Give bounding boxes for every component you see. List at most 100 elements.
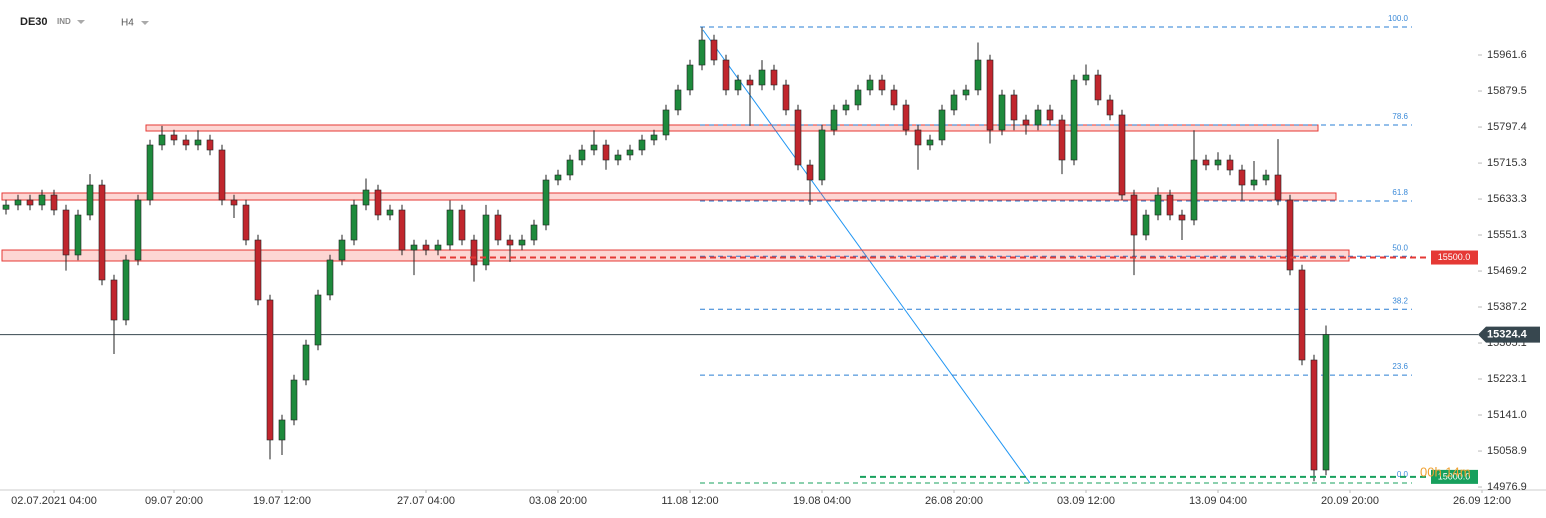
fib-label: 0.0 [1397, 470, 1409, 479]
candle-body [134, 199, 142, 261]
candle-body [458, 209, 466, 241]
candle-body [986, 59, 994, 131]
candle-body [998, 94, 1006, 131]
x-tick-label: 20.09 20:00 [1321, 495, 1379, 507]
level-label: 15000.0 [1438, 471, 1471, 481]
candle-body [350, 204, 358, 241]
candle-body [1082, 74, 1090, 81]
candle-body [902, 104, 910, 131]
x-tick-label: 26.09 12:00 [1453, 495, 1511, 507]
candle-body [854, 89, 862, 106]
candle-body [758, 69, 766, 86]
candle-body [254, 239, 262, 301]
candle-body [746, 79, 754, 86]
market: IND [57, 17, 71, 26]
candle-body [446, 209, 454, 246]
candle-body [722, 59, 730, 91]
dropdown-arrow[interactable] [141, 21, 149, 25]
candle-body [794, 109, 802, 166]
fib-label: 61.8 [1392, 188, 1408, 197]
candle-body [158, 134, 166, 146]
candle-body [554, 174, 562, 181]
candle-body [710, 39, 718, 61]
fib-label: 50.0 [1392, 243, 1408, 252]
y-tick-label: 15469.2 [1487, 265, 1527, 277]
candle-body [242, 204, 250, 241]
candle-body [434, 244, 442, 251]
candle-body [578, 149, 586, 161]
candle-body [1166, 194, 1174, 216]
candle-body [1322, 334, 1330, 471]
candle-body [518, 239, 526, 246]
candle-body [14, 199, 22, 206]
candle-body [302, 344, 310, 381]
candle-body [398, 209, 406, 251]
dropdown-arrow[interactable] [77, 20, 85, 24]
candle-body [566, 159, 574, 176]
x-tick-label: 11.08 12:00 [661, 495, 718, 507]
candle-body [74, 214, 82, 256]
candle-body [122, 259, 130, 321]
candle-body [770, 69, 778, 86]
candle-body [1106, 99, 1114, 116]
x-tick-label: 19.07 12:00 [253, 495, 311, 507]
y-tick-label: 15141.0 [1487, 409, 1527, 421]
candle-body [698, 39, 706, 66]
candle-body [1238, 169, 1246, 186]
candle-body [98, 184, 106, 281]
x-tick-label: 27.07 04:00 [397, 495, 455, 507]
y-tick-label: 15797.4 [1487, 121, 1527, 133]
countdown: 00h 14m [1420, 464, 1471, 479]
candle-body [962, 89, 970, 96]
candle-body [26, 199, 34, 206]
candle-body [86, 184, 94, 216]
candle-body [1022, 119, 1030, 126]
candle-body [542, 179, 550, 226]
candle-body [1262, 174, 1270, 181]
candle-body [1214, 159, 1222, 166]
candle-body [506, 239, 514, 246]
candle-body [1130, 194, 1138, 236]
y-tick-label: 15715.3 [1487, 157, 1527, 169]
candle-body [842, 104, 850, 111]
candle-body [1142, 214, 1150, 236]
candle-body [590, 144, 598, 151]
candle-body [206, 139, 214, 151]
symbol[interactable]: DE30 [20, 16, 48, 28]
candle-body [614, 154, 622, 161]
candle-body [1250, 179, 1258, 186]
candle-body [230, 199, 238, 206]
candle-body [1034, 109, 1042, 126]
level-tag [1431, 469, 1478, 484]
candle-body [1058, 119, 1066, 161]
y-tick-label: 15223.1 [1487, 373, 1527, 385]
fib-label: 38.2 [1392, 296, 1408, 305]
fib-label: 23.6 [1392, 362, 1408, 371]
candle-body [974, 59, 982, 91]
candle-body [938, 109, 946, 141]
candle-body [890, 89, 898, 106]
candle-body [470, 239, 478, 266]
candle-body [782, 84, 790, 111]
candle-body [182, 139, 190, 146]
timeframe[interactable]: H4 [121, 18, 134, 29]
candle-body [662, 109, 670, 136]
candle-body [422, 244, 430, 251]
candle-body [1010, 94, 1018, 121]
candle-body [602, 144, 610, 161]
candle-body [626, 149, 634, 156]
candle-body [878, 79, 886, 91]
candle-body [1202, 159, 1210, 166]
candle-body [1274, 174, 1282, 201]
candle-body [2, 204, 10, 210]
candle-body [650, 134, 658, 141]
candle-body [1286, 199, 1294, 271]
y-tick-label: 15551.3 [1487, 229, 1527, 241]
candle-body [278, 419, 286, 441]
x-tick-label: 09.07 20:00 [145, 495, 203, 507]
candle-body [734, 79, 742, 91]
candle-body [1298, 269, 1306, 361]
candle-body [374, 189, 382, 216]
candle-body [146, 144, 154, 201]
candle-body [50, 194, 58, 211]
